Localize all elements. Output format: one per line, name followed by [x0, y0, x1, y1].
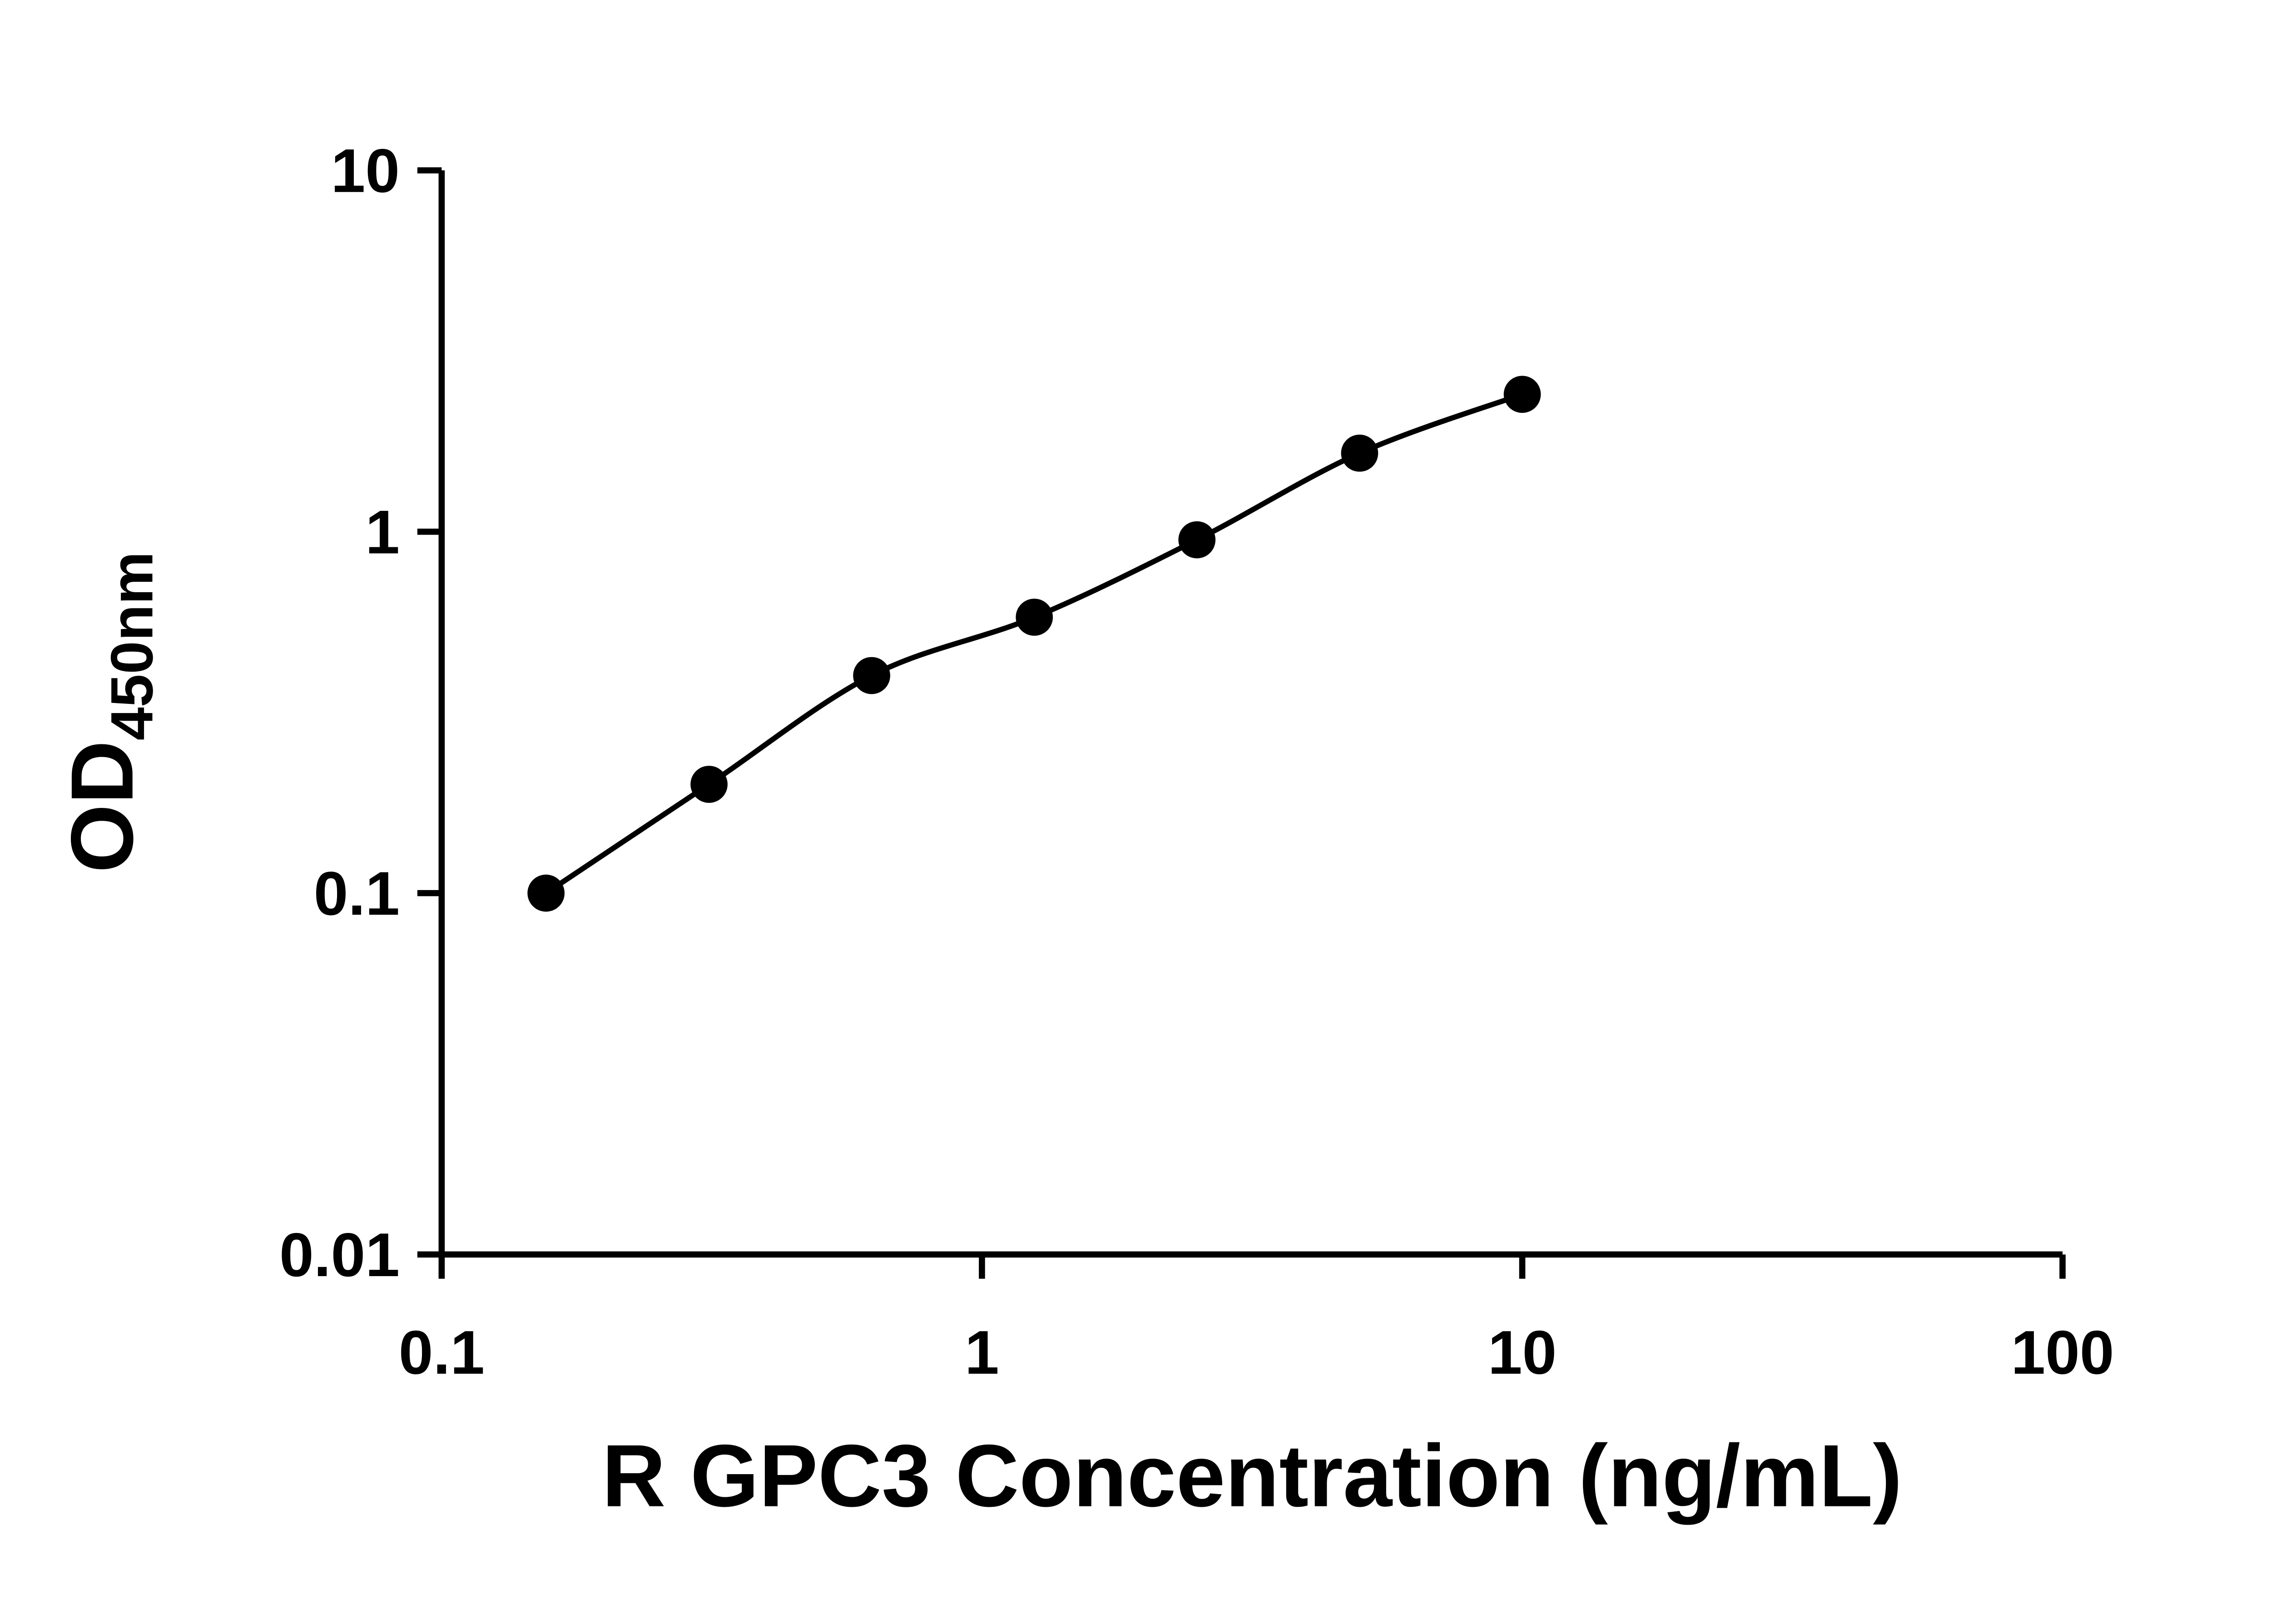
y-axis-title-main: OD [53, 740, 152, 873]
x-tick-label: 10 [1488, 1318, 1557, 1387]
data-point [690, 766, 728, 803]
data-series [527, 376, 1541, 912]
y-tick-label: 0.1 [314, 859, 400, 928]
data-point [527, 874, 565, 912]
x-tick-label: 0.1 [399, 1318, 485, 1387]
y-axis-title: OD450nm [53, 551, 165, 873]
x-axis-title: R GPC3 Concentration (ng/mL) [602, 1427, 1902, 1525]
y-tick-label: 10 [331, 136, 400, 205]
x-tick-label: 1 [965, 1318, 999, 1387]
data-point [853, 657, 890, 694]
x-axis-ticks: 0.1 1 10 100 [399, 1254, 2114, 1387]
y-tick-label: 0.01 [279, 1220, 400, 1289]
fit-line [544, 391, 1523, 896]
x-tick-label: 100 [2011, 1318, 2114, 1387]
data-point [1503, 376, 1541, 413]
y-axis-title-subscript: 450nm [98, 551, 165, 740]
data-point [1178, 521, 1216, 559]
y-axis-ticks: 0.01 0.1 1 10 [279, 136, 442, 1289]
y-tick-label: 1 [365, 497, 400, 566]
data-point [1016, 599, 1053, 636]
data-point [1341, 435, 1378, 472]
